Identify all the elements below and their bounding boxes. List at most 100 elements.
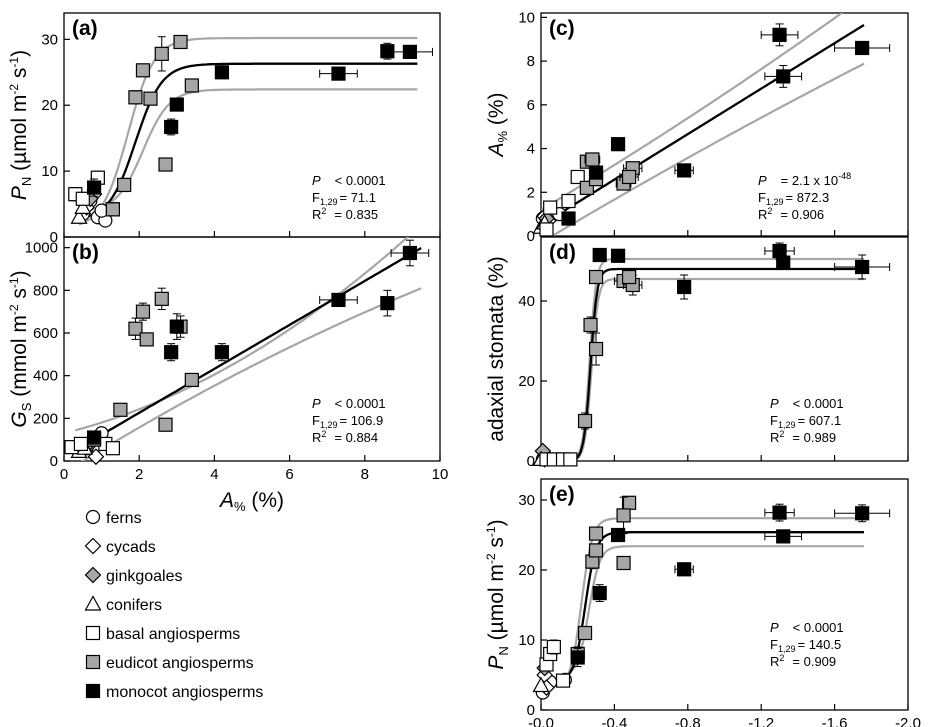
legend-label: ferns — [106, 510, 142, 527]
legend: ferns cycads ginkgoales conifers basal angio… — [84, 509, 263, 701]
legend-item-eudicot: eudicot angiosperms — [85, 654, 254, 672]
x-tick-label: -2.0 — [895, 715, 921, 727]
point-eudicot — [616, 555, 631, 571]
x-tick-label: -0.0 — [528, 715, 554, 727]
y-tick-label: 1000 — [25, 240, 58, 257]
legend-item-conifers: conifers — [84, 595, 162, 614]
point-basal — [539, 222, 554, 237]
confidence-band — [78, 36, 418, 226]
legend-label: eudicot angiosperms — [106, 655, 254, 672]
stat-r2: R2 = 0.835 — [312, 206, 378, 222]
panel-label: (d) — [549, 241, 576, 264]
x-tick-label: 8 — [361, 466, 369, 483]
point-eudicot — [184, 372, 199, 388]
point-monocot — [610, 248, 626, 263]
legend-marker-cycads — [84, 537, 102, 555]
plot-frame — [540, 478, 909, 711]
legend-item-ginkgoales: ginkgoales — [84, 566, 183, 585]
confidence-band — [549, 62, 865, 236]
y-tick-label: 30 — [41, 31, 58, 48]
point-conifers — [74, 198, 92, 214]
point-monocot — [402, 44, 418, 59]
confidence-band — [80, 287, 422, 461]
y-axis-title: PN (µmol m-2 s-1) — [7, 50, 34, 200]
point-basal — [570, 169, 585, 185]
y-axis-title: GS (mmol m-2 s-1) — [7, 270, 34, 427]
point-eudicot — [128, 90, 143, 105]
stat-r2: R2 = 0.989 — [770, 429, 836, 445]
stat-p: P < 0.0001 — [770, 396, 844, 411]
point-conifers — [532, 676, 550, 693]
x-tick-label: 2 — [135, 466, 143, 483]
point-monocot — [214, 345, 230, 360]
point-monocot — [776, 529, 791, 544]
point-eudicot — [143, 91, 158, 106]
legend-marker-ferns — [85, 509, 101, 525]
stat-f: F1,29 = 71.1 — [312, 190, 376, 207]
legend-marker-basal — [85, 625, 101, 641]
plot-frame — [63, 236, 441, 462]
fit-line — [562, 267, 864, 461]
legend-label: monocot angiosperms — [106, 684, 263, 701]
point-monocot — [380, 296, 395, 311]
y-tick-label: 10 — [518, 632, 535, 649]
stat-r2: R2 = 0.909 — [770, 653, 836, 669]
y-tick-label: 20 — [518, 373, 535, 390]
point-monocot — [855, 259, 870, 275]
y-tick-label: 10 — [518, 9, 535, 26]
stat-f: F1,29 = 872.3 — [758, 190, 829, 207]
point-monocot — [592, 247, 607, 263]
point-basal — [555, 673, 571, 688]
point-basal — [543, 200, 558, 215]
point-monocot — [677, 562, 692, 577]
point-monocot — [772, 505, 787, 520]
x-tick-label: 4 — [210, 466, 218, 483]
point-monocot — [86, 430, 102, 445]
point-eudicot — [135, 304, 151, 319]
y-tick-label: 4 — [527, 141, 535, 158]
y-tick-label: 10 — [41, 163, 58, 180]
point-eudicot — [583, 317, 598, 333]
y-tick-label: 8 — [527, 53, 535, 70]
y-tick-label: 200 — [33, 410, 58, 427]
point-eudicot — [577, 625, 593, 641]
legend-label: conifers — [106, 597, 162, 614]
y-tick-label: 6 — [527, 97, 535, 114]
legend-label: basal angiosperms — [106, 626, 240, 643]
y-tick-label: 2 — [527, 184, 535, 201]
point-monocot — [561, 211, 576, 226]
legend-marker-monocot — [85, 683, 101, 699]
y-tick-label: 0 — [527, 702, 535, 719]
y-axis-title: PN (µmol m-2 s-1) — [484, 519, 511, 669]
legend-marker-eudicot — [85, 654, 101, 670]
stat-r2: R2 = 0.906 — [758, 206, 824, 222]
point-eudicot — [621, 169, 637, 185]
x-tick-label: -0.4 — [601, 715, 627, 727]
point-basal — [105, 441, 120, 456]
x-tick-label: 6 — [285, 466, 293, 483]
point-basal — [75, 191, 90, 206]
point-eudicot — [588, 341, 604, 357]
legend-item-monocot: monocot angiosperms — [85, 683, 263, 701]
point-monocot — [570, 650, 585, 665]
panel-c: 0 2 4 6 8 10 (c) P = 2.1 x 10-48 F1,29 = 872.3R2 = … — [485, 9, 909, 245]
point-eudicot — [577, 413, 593, 429]
legend-item-ferns: ferns — [85, 509, 142, 527]
point-monocot — [331, 66, 346, 81]
x-tick-label: -1.2 — [748, 715, 774, 727]
point-eudicot — [621, 269, 637, 285]
point-eudicot — [154, 291, 169, 306]
panel-label: (a) — [72, 17, 98, 40]
point-basal — [73, 436, 89, 452]
point-eudicot — [113, 402, 128, 417]
point-eudicot — [135, 63, 151, 78]
y-axis-title: adaxial stomata (%) — [485, 256, 508, 442]
y-axis-title: A% (%) — [485, 92, 510, 158]
y-tick-label: 20 — [518, 562, 535, 579]
point-monocot — [772, 27, 787, 42]
point-monocot — [214, 65, 230, 80]
point-eudicot — [184, 78, 199, 93]
point-eudicot — [139, 332, 154, 347]
stat-p: P < 0.0001 — [770, 620, 844, 635]
